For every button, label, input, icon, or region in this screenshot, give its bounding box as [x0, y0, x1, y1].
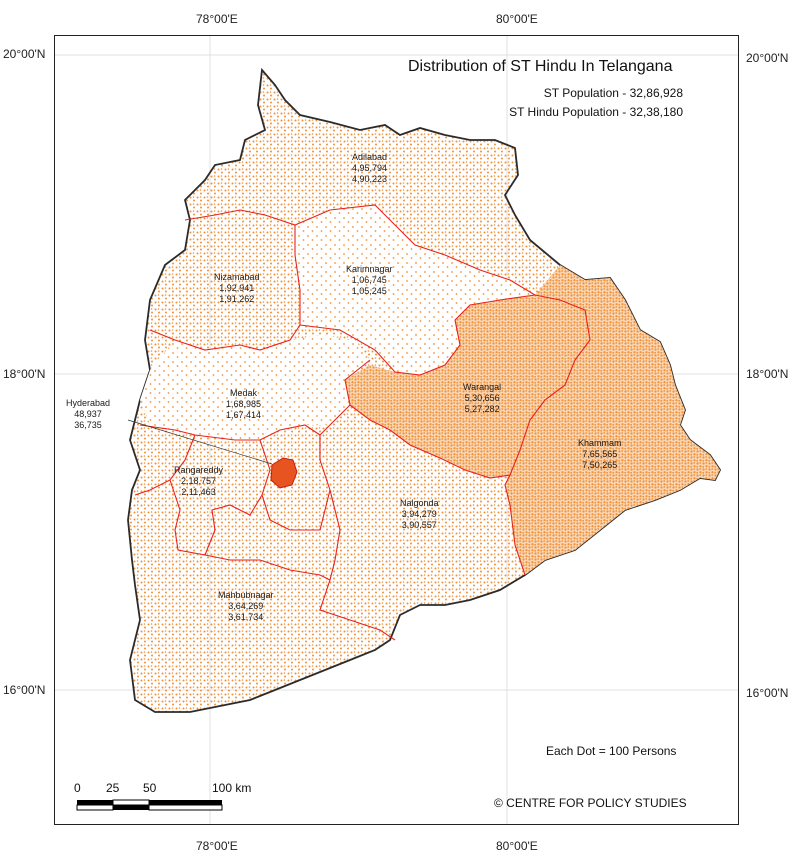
lat-20-left-label: 20°00'N — [3, 47, 46, 61]
scale-label-0: 0 — [74, 781, 81, 795]
label-karimnagar: Karimnagar 1,06,745 1,05,245 — [346, 264, 393, 296]
lon-78-bottom-label: 78°00'E — [196, 839, 238, 853]
label-mahbubnagar: Mahbubnagar 3,64,269 3,61,734 — [218, 590, 274, 622]
label-rangareddy: Rangareddy 2,18,757 2,11,463 — [174, 465, 224, 497]
district-khammam — [505, 265, 720, 575]
hyderabad-leader-line — [127, 419, 273, 465]
label-adilabad: Adilabad 4,95,794 4,90,223 — [352, 152, 388, 184]
scale-bar — [76, 799, 223, 811]
district-warangal — [345, 295, 590, 478]
scale-label-50: 50 — [143, 781, 157, 795]
label-nalgonda: Nalgonda 3,94,279 3,90,557 — [400, 498, 439, 530]
credit-text: © CENTRE FOR POLICY STUDIES — [494, 796, 687, 810]
label-warangal: Warangal 5,30,656 5,27,282 — [463, 382, 502, 414]
district-borders — [134, 204, 591, 641]
st-population-label: ST Population - 32,86,928 — [543, 86, 683, 100]
label-khammam: Khammam 7,65,565 7,50,265 — [578, 438, 622, 470]
lon-80-top-label: 80°00'E — [496, 12, 538, 26]
lon-78-top-label: 78°00'E — [196, 12, 238, 26]
lat-20-right-label: 20°00'N — [746, 51, 789, 65]
st-hindu-population-label: ST Hindu Population - 32,38,180 — [509, 105, 683, 119]
lat-16-right-label: 16°00'N — [746, 686, 789, 700]
label-medak: Medak 1,68,985 1,67,414 — [226, 388, 262, 420]
lat-18-right-label: 18°00'N — [746, 367, 789, 381]
label-nizamabad: Nizamabad 1,92,941 1,91,262 — [214, 272, 260, 304]
lat-16-left-label: 16°00'N — [3, 683, 46, 697]
scale-label-25: 25 — [106, 781, 120, 795]
dot-legend: Each Dot = 100 Persons — [546, 744, 677, 758]
map-title: Distribution of ST Hindu In Telangana — [408, 58, 673, 75]
district-hyderabad — [270, 457, 298, 489]
lat-18-left-label: 18°00'N — [3, 367, 46, 381]
lon-80-bottom-label: 80°00'E — [496, 839, 538, 853]
scale-label-100: 100 km — [212, 781, 252, 795]
label-hyderabad: Hyderabad 48,937 36,735 — [66, 398, 111, 430]
